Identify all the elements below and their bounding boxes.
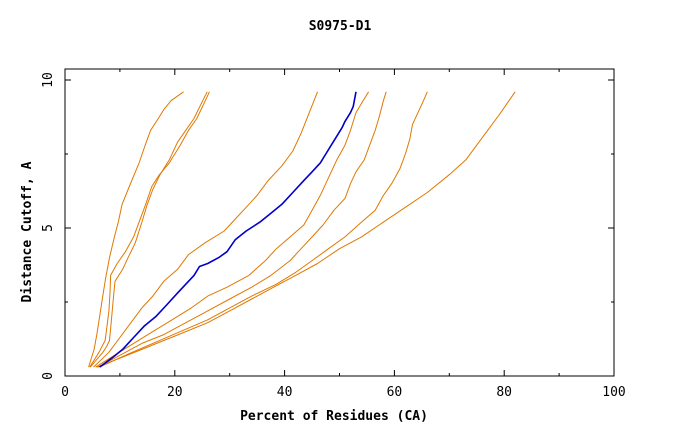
series-line-model-3 [89, 91, 208, 368]
x-tick-label: 20 [167, 385, 183, 400]
y-tick-label: 5 [41, 224, 56, 232]
plot-frame [64, 68, 615, 377]
y-tick-label: 0 [41, 372, 56, 380]
series-line-model-6 [97, 91, 387, 368]
series-line-model-8 [96, 91, 516, 368]
series-line-model-9 [99, 91, 357, 368]
series-line-model-7 [99, 91, 428, 368]
series-line-model-5 [95, 91, 370, 368]
series-line-model-2 [89, 91, 210, 368]
x-axis-label: Percent of Residues (CA) [240, 409, 428, 424]
series-layer [88, 91, 516, 368]
y-axis-label: Distance Cutoff, A [20, 161, 35, 302]
x-tick-label: 0 [61, 385, 69, 400]
y-tick-label: 10 [41, 72, 56, 88]
x-tick-label: 60 [387, 385, 403, 400]
tick-layer: 0 20 40 60 80 100 0 5 10 [41, 69, 626, 400]
x-tick-label: 40 [277, 385, 293, 400]
x-tick-label: 80 [496, 385, 512, 400]
series-line-model-1 [88, 91, 184, 368]
x-tick-label: 100 [602, 385, 625, 400]
chart-title: S0975-D1 [309, 19, 372, 34]
series-line-model-4 [93, 91, 318, 368]
